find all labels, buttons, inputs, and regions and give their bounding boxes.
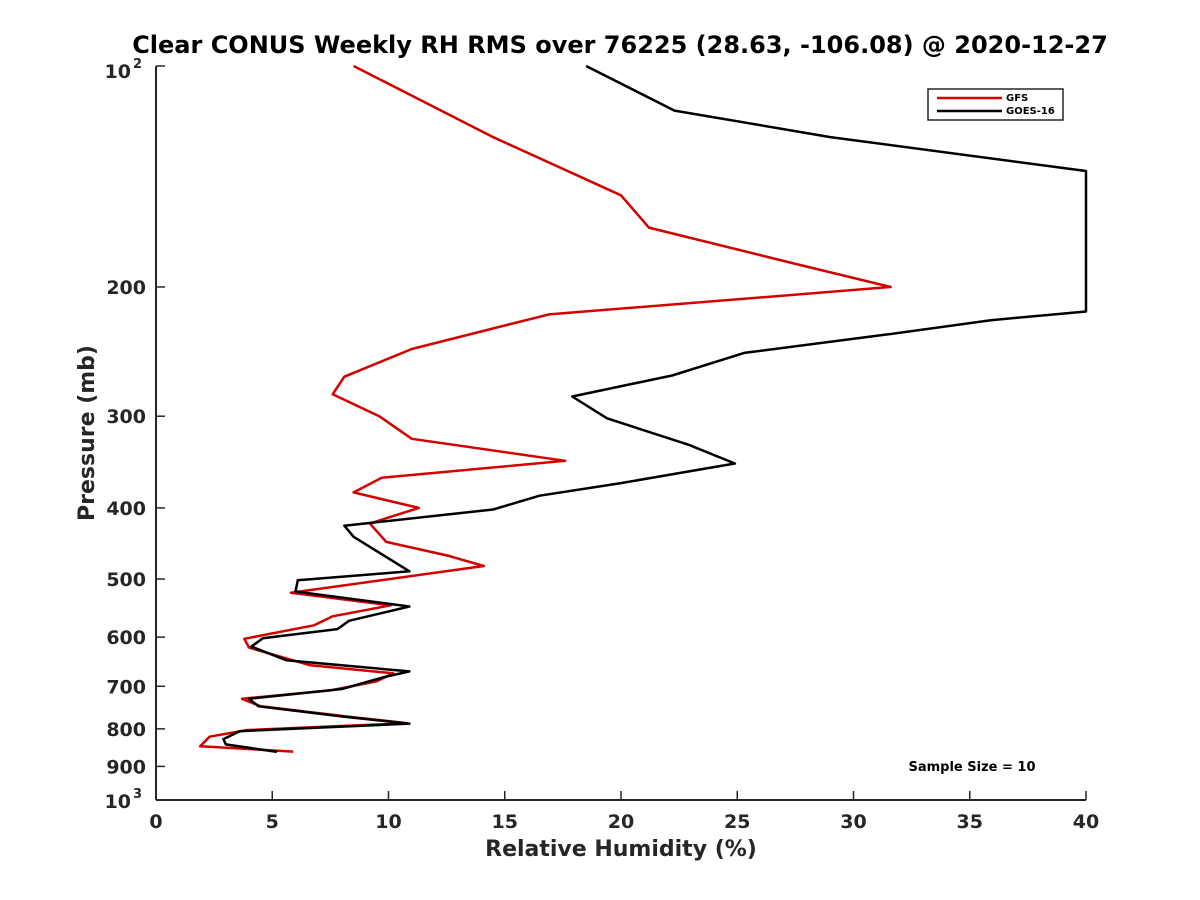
legend-gfs-label: GFS bbox=[1006, 93, 1028, 104]
x-axis-label: Relative Humidity (%) bbox=[485, 837, 757, 862]
legend-goes16-label: GOES-16 bbox=[1006, 106, 1055, 117]
y-tick-label: 300 bbox=[106, 406, 146, 428]
series-line-gfs bbox=[198, 64, 892, 753]
x-tick-label: 5 bbox=[266, 811, 279, 833]
sample-size-annotation: Sample Size = 10 bbox=[908, 760, 1035, 775]
y-tick-label: 700 bbox=[106, 676, 146, 698]
y-tick-label: 400 bbox=[106, 498, 146, 520]
x-ticks: 0 5 10 15 20 25 30 35 40 bbox=[149, 791, 1099, 833]
chart-title: Clear CONUS Weekly RH RMS over 76225 (28… bbox=[132, 31, 1108, 59]
x-tick-label: 30 bbox=[840, 811, 866, 833]
legend-box bbox=[927, 88, 1064, 121]
x-tick-label: 35 bbox=[957, 811, 983, 833]
y-tick-label: 800 bbox=[106, 719, 146, 741]
y-tick-exponent: 3 bbox=[133, 787, 142, 802]
x-tick-label: 40 bbox=[1073, 811, 1099, 833]
y-tick-label: 500 bbox=[106, 569, 146, 591]
y-tick-label: 600 bbox=[106, 627, 146, 649]
x-tick-label: 25 bbox=[724, 811, 750, 833]
x-tick-label: 15 bbox=[492, 811, 518, 833]
legend: GFS GOES-16 bbox=[927, 88, 1064, 121]
series-lines bbox=[198, 64, 1088, 754]
x-tick-label: 10 bbox=[375, 811, 401, 833]
plot-area: 0 5 10 15 20 25 30 35 40 10 220030040050060070080… bbox=[105, 57, 1100, 833]
x-tick-label: 20 bbox=[608, 811, 634, 833]
y-tick-label: 10 bbox=[105, 61, 131, 83]
y-tick-label: 200 bbox=[106, 277, 146, 299]
y-tick-label: 900 bbox=[106, 756, 146, 778]
y-tick-label: 10 bbox=[105, 791, 131, 813]
y-tick-exponent: 2 bbox=[133, 57, 142, 72]
x-tick-label: 0 bbox=[149, 811, 162, 833]
series-line-goes-16 bbox=[222, 64, 1088, 754]
y-axis-label: Pressure (mb) bbox=[75, 345, 100, 521]
